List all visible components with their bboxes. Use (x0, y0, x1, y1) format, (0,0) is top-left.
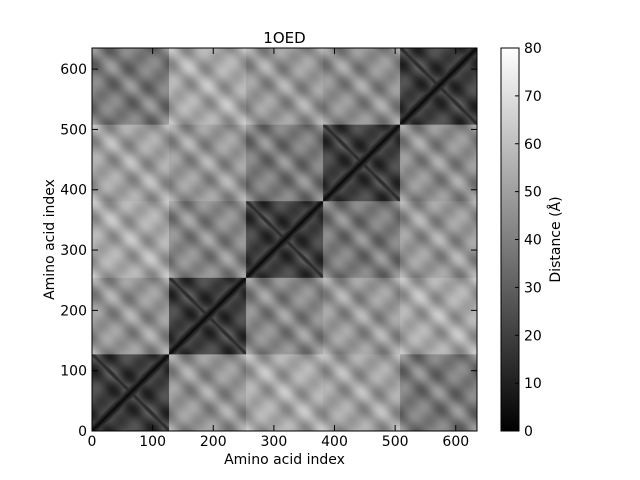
y-axis: 0 100 200 300 400 500 600 (60, 62, 477, 440)
colorbar-ticks: 0 10 20 30 40 50 60 70 80 (515, 41, 542, 440)
colorbar-tick-label: 80 (524, 41, 542, 57)
chart-title: 1OED (263, 29, 305, 47)
distance-map-image (92, 48, 477, 431)
y-tick-label: 200 (60, 303, 87, 319)
y-tick-label: 300 (60, 243, 87, 259)
x-tick-label: 100 (139, 434, 166, 450)
x-tick-label: 300 (261, 434, 288, 450)
colorbar: 0 10 20 30 40 50 60 70 80 Distance (Å) (500, 41, 564, 440)
colorbar-label: Distance (Å) (547, 196, 564, 282)
y-axis-label: Amino acid index (42, 179, 58, 300)
colorbar-tick-label: 70 (524, 89, 542, 105)
x-tick-label: 600 (442, 434, 469, 450)
colorbar-tick-label: 20 (524, 328, 542, 344)
y-tick-label: 600 (60, 62, 87, 78)
x-axis: 0 100 200 300 400 500 600 (88, 48, 469, 450)
colorbar-tick-label: 10 (524, 376, 542, 392)
y-tick-label: 500 (60, 122, 87, 138)
x-tick-label: 200 (200, 434, 227, 450)
y-tick-label: 100 (60, 364, 87, 380)
colorbar-tick-label: 0 (524, 424, 533, 440)
plot-frame (91, 47, 478, 432)
x-axis-label: Amino acid index (224, 452, 345, 468)
y-tick-label: 0 (78, 424, 87, 440)
colorbar-tick-label: 40 (524, 233, 542, 249)
y-tick-label: 400 (60, 183, 87, 199)
colorbar-tick-label: 60 (524, 137, 542, 153)
x-tick-label: 0 (88, 434, 97, 450)
x-tick-label: 500 (382, 434, 409, 450)
x-tick-label: 400 (321, 434, 348, 450)
colorbar-tick-label: 30 (524, 280, 542, 296)
heatmap (92, 48, 477, 431)
colorbar-tick-label: 50 (524, 185, 542, 201)
